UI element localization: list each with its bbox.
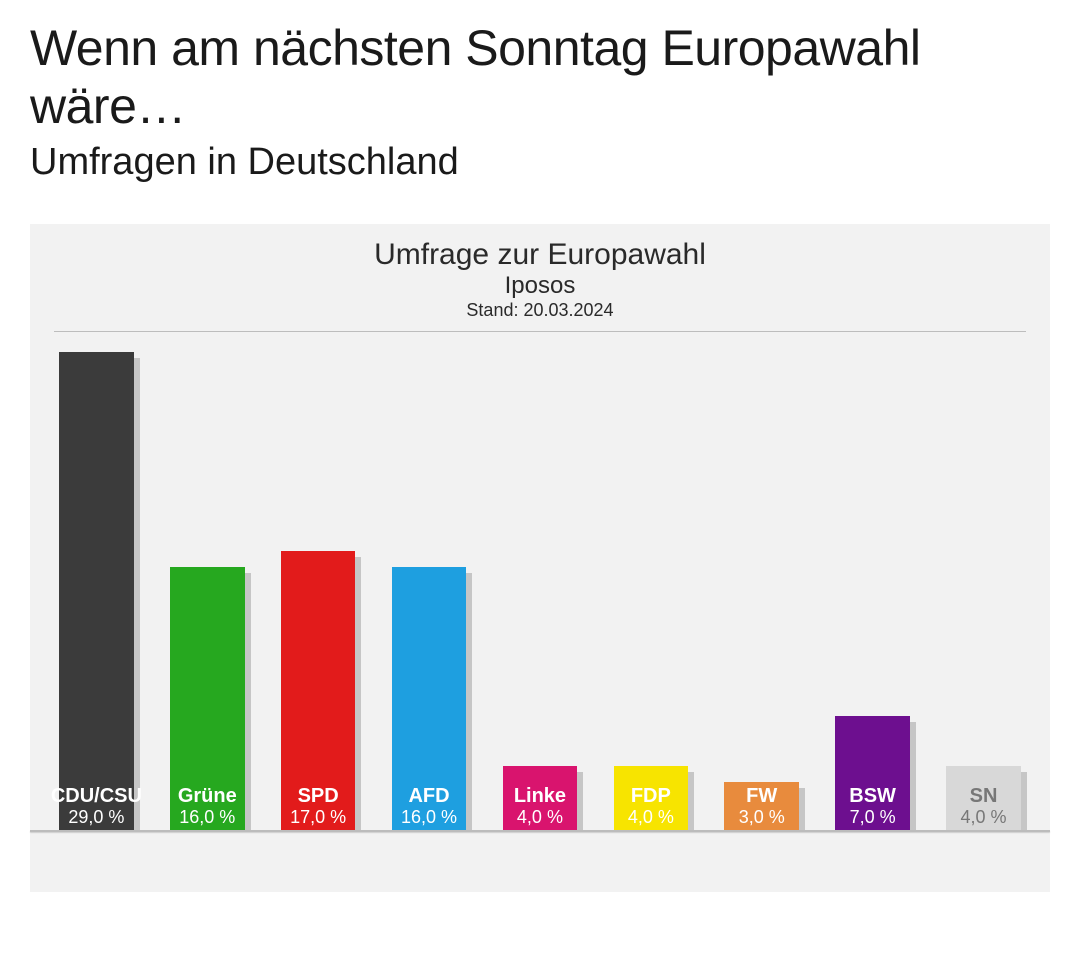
- bar-label: Grüne: [178, 785, 237, 808]
- bar-shadow: [466, 573, 472, 832]
- bar-label: FW: [746, 785, 777, 808]
- bar-value: 4,0 %: [960, 807, 1006, 828]
- bars-row: CDU/CSU29,0 %Grüne16,0 %SPD17,0 %AFD16,0…: [46, 352, 1034, 832]
- bar-value: 4,0 %: [517, 807, 563, 828]
- chart-date: Stand: 20.03.2024: [30, 300, 1050, 321]
- chart-source: Iposos: [30, 272, 1050, 300]
- bar-slot: FW3,0 %: [711, 352, 812, 832]
- chart-date-prefix: Stand:: [466, 300, 523, 320]
- bar-label: Linke: [514, 785, 566, 808]
- bar-slot: SPD17,0 %: [268, 352, 369, 832]
- bar-label: FDP: [631, 785, 671, 808]
- chart-title: Umfrage zur Europawahl: [30, 238, 1050, 272]
- chart-panel: Umfrage zur Europawahl Iposos Stand: 20.…: [30, 224, 1050, 892]
- page-headline: Wenn am nächsten Sonntag Europawahl wäre…: [30, 20, 1050, 135]
- bar-shadow: [355, 557, 361, 832]
- bar-label: AFD: [408, 785, 449, 808]
- bar: CDU/CSU29,0 %: [59, 352, 134, 832]
- bar-shadow: [910, 722, 916, 832]
- bar-shadow: [799, 788, 805, 832]
- bar-slot: CDU/CSU29,0 %: [46, 352, 147, 832]
- bar: BSW7,0 %: [835, 716, 910, 832]
- page: Wenn am nächsten Sonntag Europawahl wäre…: [0, 0, 1080, 912]
- bar-shadow: [688, 772, 694, 832]
- bar-slot: BSW7,0 %: [822, 352, 923, 832]
- bar-value: 29,0 %: [68, 807, 124, 828]
- bar-value: 7,0 %: [850, 807, 896, 828]
- bar: AFD16,0 %: [392, 567, 467, 832]
- bar-shadow: [134, 358, 140, 832]
- bars-area: CDU/CSU29,0 %Grüne16,0 %SPD17,0 %AFD16,0…: [30, 332, 1050, 892]
- bar-label: CDU/CSU: [51, 785, 142, 808]
- bar-label: SN: [970, 785, 998, 808]
- bar: Linke4,0 %: [503, 766, 578, 832]
- bar: Grüne16,0 %: [170, 567, 245, 832]
- bar-slot: AFD16,0 %: [379, 352, 480, 832]
- bar-slot: FDP4,0 %: [600, 352, 701, 832]
- bar-slot: Linke4,0 %: [490, 352, 591, 832]
- bar-value: 17,0 %: [290, 807, 346, 828]
- bar-slot: SN4,0 %: [933, 352, 1034, 832]
- chart-date-value: 20.03.2024: [523, 300, 613, 320]
- page-subhead: Umfragen in Deutschland: [30, 141, 1050, 184]
- bar-shadow: [577, 772, 583, 832]
- bar-shadow: [245, 573, 251, 832]
- bar: SPD17,0 %: [281, 551, 356, 832]
- bar-label: SPD: [298, 785, 339, 808]
- bar-value: 16,0 %: [179, 807, 235, 828]
- bar-value: 3,0 %: [739, 807, 785, 828]
- chart-baseline: [30, 830, 1050, 832]
- bar-value: 4,0 %: [628, 807, 674, 828]
- bar: FW3,0 %: [724, 782, 799, 832]
- bar-shadow: [1021, 772, 1027, 832]
- bar-label: BSW: [849, 785, 896, 808]
- bar-slot: Grüne16,0 %: [157, 352, 258, 832]
- bar-value: 16,0 %: [401, 807, 457, 828]
- bar: SN4,0 %: [946, 766, 1021, 832]
- bar: FDP4,0 %: [614, 766, 689, 832]
